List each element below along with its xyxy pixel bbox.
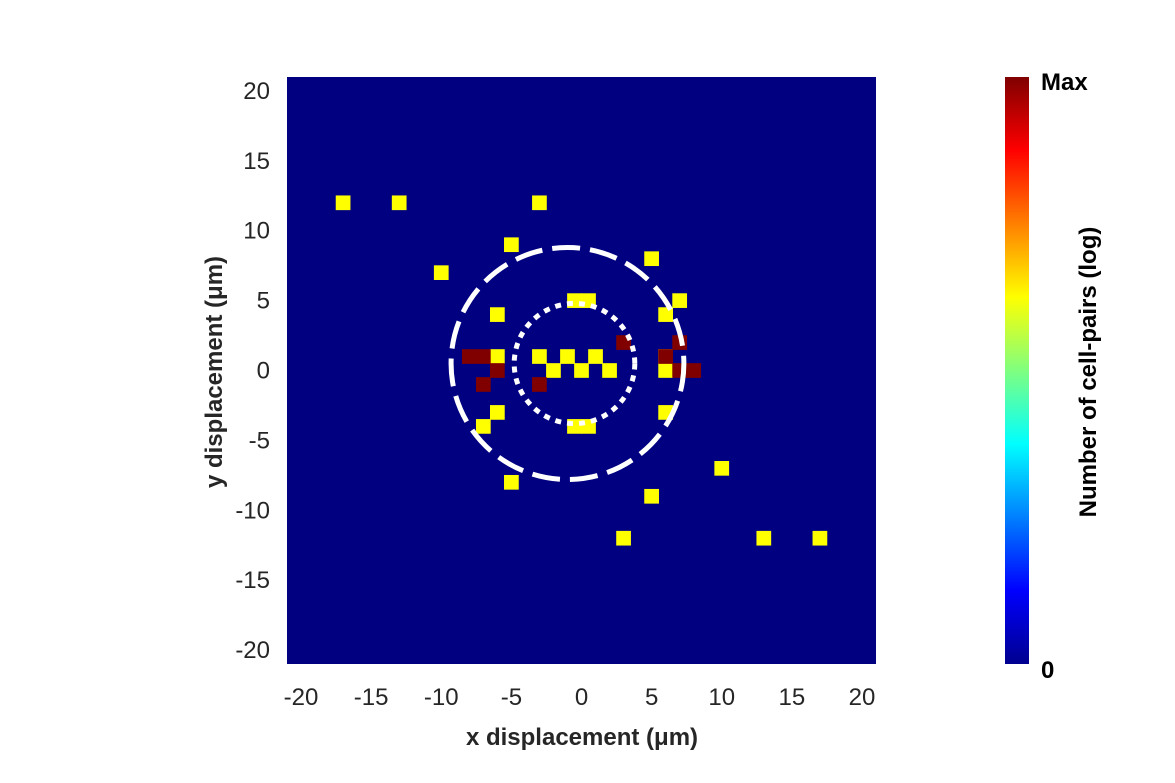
heatmap-cell-yellow: [391, 195, 407, 211]
x-tick-label: 5: [645, 684, 658, 711]
heatmap-cell-yellow: [756, 530, 772, 546]
heatmap-cell-yellow: [504, 474, 519, 490]
dotted-circle: [511, 300, 638, 427]
x-tick-label: 20: [849, 684, 876, 711]
heatmap-cell-yellow: [489, 349, 505, 364]
heatmap-cell-red: [532, 377, 547, 392]
heatmap-cell-yellow: [588, 349, 603, 364]
x-axis-label: x displacement (μm): [466, 724, 698, 751]
y-tick-label: -20: [235, 637, 270, 664]
x-tick-label: -20: [284, 684, 319, 711]
heatmap-cell-yellow: [433, 265, 449, 281]
heatmap-cell-yellow: [812, 530, 828, 546]
x-tick-label: 10: [708, 684, 735, 711]
x-tick-label: 15: [779, 684, 806, 711]
heatmap-cell-yellow: [574, 363, 589, 378]
heatmap-cell-yellow: [532, 195, 547, 211]
heatmap-cell-yellow: [644, 488, 659, 504]
heatmap-cell-yellow: [672, 293, 688, 308]
reference-circles: [448, 245, 687, 483]
y-tick-label: 5: [257, 288, 270, 315]
heatmap-cell-yellow: [658, 363, 674, 378]
heatmap-cell-red: [686, 363, 702, 378]
heatmap-cell-yellow: [532, 349, 547, 364]
x-axis-ticks: -20 -15 -10 -5 0 5 10 15 20: [284, 684, 876, 711]
heatmap-cell-red: [475, 377, 491, 392]
heatmap-cell-red: [461, 349, 477, 364]
heatmap-cell-yellow: [504, 237, 519, 253]
heatmap-cell-red: [475, 349, 491, 364]
x-tick-label: -5: [501, 684, 522, 711]
y-tick-label: 15: [243, 148, 270, 175]
colorbar-title: Number of cell-pairs (log): [1075, 227, 1102, 518]
heatmap-cell-yellow: [602, 363, 617, 378]
heatmap-cell-red: [658, 349, 674, 364]
x-tick-label: -15: [354, 684, 389, 711]
y-tick-label: 10: [243, 218, 270, 245]
heatmap-cell-yellow: [658, 307, 674, 322]
y-tick-label: -5: [249, 427, 270, 454]
heatmap-cell-yellow: [714, 460, 730, 476]
y-tick-label: -15: [235, 567, 270, 594]
x-tick-label: -10: [424, 684, 459, 711]
y-axis-label: y displacement (μm): [201, 256, 228, 488]
heatmap-cell-yellow: [475, 419, 491, 434]
heatmap-cell-yellow: [616, 530, 631, 546]
heatmap-cells: [335, 195, 828, 546]
colorbar-min-label: 0: [1041, 657, 1054, 684]
heatmap-cell-yellow: [546, 363, 561, 378]
heatmap-cell-yellow: [489, 307, 505, 322]
x-tick-label: 0: [575, 684, 588, 711]
y-tick-label: 0: [257, 358, 270, 385]
y-axis-ticks: 20 15 10 5 0 -5 -10 -15 -20: [235, 78, 270, 664]
y-tick-label: -10: [235, 497, 270, 524]
y-tick-label: 20: [243, 78, 270, 105]
heatmap-cell-yellow: [644, 251, 659, 267]
heatmap-cell-yellow: [560, 349, 575, 364]
heatmap-cell-red: [489, 363, 505, 378]
colorbar-max-label: Max: [1041, 69, 1088, 96]
heatmap-cell-yellow: [489, 405, 505, 420]
dashed-circle: [448, 245, 687, 483]
heatmap-cell-yellow: [335, 195, 351, 211]
colorbar: [1005, 77, 1029, 664]
